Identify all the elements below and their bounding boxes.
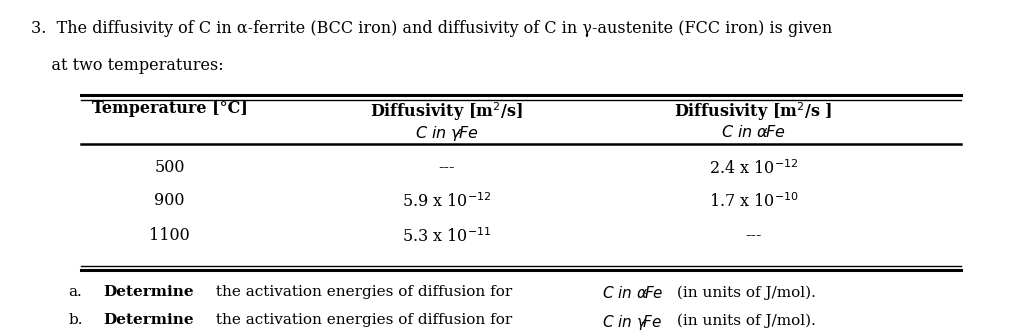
Text: the activation energies of diffusion for: the activation energies of diffusion for <box>211 314 517 327</box>
Text: 2.4 x 10$^{-12}$: 2.4 x 10$^{-12}$ <box>709 159 799 178</box>
Text: $C$ $in$ $\alpha\!\!$-$\!Fe$: $C$ $in$ $\alpha\!\!$-$\!Fe$ <box>602 285 664 302</box>
Text: 500: 500 <box>155 159 185 176</box>
Text: Determine: Determine <box>103 285 194 299</box>
Text: b.: b. <box>69 314 83 327</box>
Text: the activation energies of diffusion for: the activation energies of diffusion for <box>211 285 517 299</box>
Text: ---: --- <box>438 159 455 176</box>
Text: 3.  The diffusivity of C in α-ferrite (BCC iron) and diffusivity of C in γ-auste: 3. The diffusivity of C in α-ferrite (BC… <box>31 20 833 38</box>
Text: Temperature [°C]: Temperature [°C] <box>92 100 248 117</box>
Text: ---: --- <box>745 227 762 245</box>
Text: 5.3 x 10$^{-11}$: 5.3 x 10$^{-11}$ <box>402 227 492 246</box>
Text: (in units of J/mol).: (in units of J/mol). <box>673 314 816 328</box>
Text: Determine: Determine <box>103 314 194 327</box>
Text: at two temperatures:: at two temperatures: <box>31 57 223 74</box>
Text: $C$ $in$ $\gamma\!\!$-$\!Fe$: $C$ $in$ $\gamma\!\!$-$\!Fe$ <box>415 124 478 143</box>
Text: $C$ $in$ $\alpha\!\!$-$\!Fe$: $C$ $in$ $\alpha\!\!$-$\!Fe$ <box>721 124 785 141</box>
Text: 900: 900 <box>155 192 185 209</box>
Text: 5.9 x 10$^{-12}$: 5.9 x 10$^{-12}$ <box>402 192 492 211</box>
Text: 1.7 x 10$^{-10}$: 1.7 x 10$^{-10}$ <box>709 192 799 211</box>
Text: $C$ $in$ $\gamma\!\!$-$\!Fe$: $C$ $in$ $\gamma\!\!$-$\!Fe$ <box>602 314 663 332</box>
Text: a.: a. <box>69 285 83 299</box>
Text: 1100: 1100 <box>150 227 190 245</box>
Text: Diffusivity [m$^2$/s ]: Diffusivity [m$^2$/s ] <box>675 100 833 123</box>
Text: (in units of J/mol).: (in units of J/mol). <box>673 285 816 300</box>
Text: Diffusivity [m$^2$/s]: Diffusivity [m$^2$/s] <box>371 100 523 123</box>
